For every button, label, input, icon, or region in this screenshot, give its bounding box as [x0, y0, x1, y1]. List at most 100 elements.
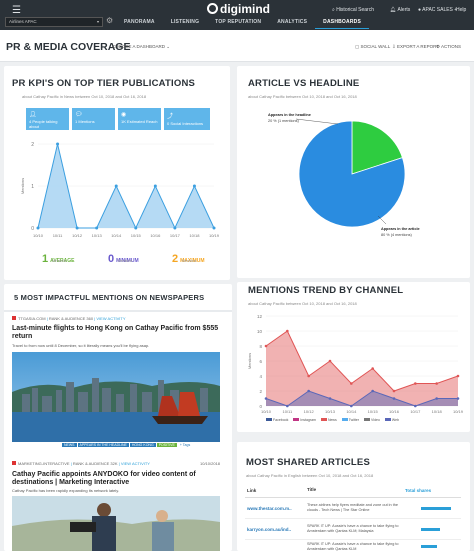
mention-headline[interactable]: Last-minute flights to Hong Kong on Cath…	[12, 325, 219, 340]
most-shared-title: MOST SHARED ARTICLES	[246, 457, 370, 468]
eye-icon: ◉	[121, 112, 127, 118]
pr-kpis-meta: about Cathay Pacific in News between Oct…	[22, 94, 147, 99]
x-tick-label: 10/17	[170, 233, 181, 238]
social-wall-button[interactable]: ▢ SOCIAL WALL	[355, 44, 390, 50]
nav-analytics[interactable]: ANALYTICS	[277, 19, 308, 25]
page-title: PR & MEDIA COVERAGE	[6, 41, 131, 53]
table-row[interactable]: karryon.com.au/ind.. SPARK IT UP: Aussie…	[245, 519, 461, 540]
legend-label: Facebook	[273, 418, 289, 422]
trend-legend: Facebook Instagram News Twitter Video We…	[266, 418, 399, 422]
pie-label-headline-value: 20 % (1 mentions)	[268, 119, 299, 123]
x-tick-label: 10/13	[325, 409, 336, 414]
main-nav: PANORAMA LISTENING TOP REPUTATION ANALYT…	[116, 17, 369, 29]
account-name: Airlines APAC	[9, 19, 37, 24]
data-point	[371, 367, 374, 370]
y-tick-label: 2	[31, 142, 34, 148]
help-link[interactable]: Help	[456, 7, 467, 13]
stat-label: Estimated Reach	[127, 119, 158, 124]
data-point	[286, 404, 289, 408]
table-row[interactable]: www.thestar.com.m.. These airlines help …	[245, 498, 461, 519]
mention-source[interactable]: MARKETING-INTERACTIVE	[18, 461, 70, 466]
most-shared-table: Link Title Total shares www.thestar.com.…	[245, 484, 461, 551]
view-activity-link[interactable]: VIEW ACTIVITY	[96, 316, 126, 321]
row-title: These airlines help flyers meditate and …	[307, 503, 398, 512]
account-selector[interactable]: Airlines APAC ▾	[5, 17, 103, 27]
kpi-maximum-value: 2	[172, 253, 179, 265]
actions-button[interactable]: ⚙ ACTIONS	[436, 44, 461, 50]
mention-headline[interactable]: Cathay Pacific appoints ANYDOKO for vide…	[12, 471, 196, 486]
legend-label: Twitter	[348, 418, 360, 422]
legend-instagram[interactable]: Instagram	[293, 418, 316, 422]
column-link[interactable]: Link	[247, 488, 257, 493]
stat-label: Social Interactions	[170, 121, 204, 126]
choose-dashboard-dropdown[interactable]: CHOOSE A DASHBOARD ⌄	[112, 44, 170, 50]
series-area-news	[266, 331, 458, 406]
row-link[interactable]: www.thestar.com.m..	[247, 505, 292, 511]
column-total-shares[interactable]: Total shares	[405, 488, 432, 493]
stat-value: 1	[75, 119, 78, 124]
tag-positive[interactable]: POSITIVE	[156, 443, 177, 447]
mention-meta: RANK & AUDIENCE 32K	[72, 461, 118, 466]
legend-video[interactable]: Video	[364, 418, 380, 422]
user-menu[interactable]: ● APAC SALES +	[418, 7, 457, 13]
legend-facebook[interactable]: Facebook	[266, 418, 288, 422]
nav-dashboards[interactable]: DASHBOARDS	[315, 17, 369, 29]
data-point	[153, 184, 157, 188]
stat-label: Mentions	[78, 119, 95, 124]
article-vs-headline-meta: about Cathay Pacific between Oct 10, 201…	[248, 94, 357, 99]
export-report-button[interactable]: ⇩ EXPORT A REPORT	[392, 44, 439, 50]
legend-news[interactable]: News	[320, 418, 337, 422]
legend-web[interactable]: Web	[384, 418, 399, 422]
data-point	[173, 226, 177, 230]
y-tick-label: 4	[259, 374, 262, 379]
pr-kpis-card	[4, 66, 230, 280]
alerts-link[interactable]: 🔔︎ Alerts	[390, 7, 410, 13]
data-point	[264, 344, 268, 348]
x-tick-label: 10/15	[131, 233, 142, 238]
tag-news[interactable]: NEWS	[62, 443, 77, 447]
y-tick-label: 2	[259, 389, 262, 394]
kpi-average-value: 1	[42, 253, 49, 265]
pie-label-article: Appears in the article	[381, 227, 420, 231]
row-title: SPARK IT UP: Aussie's have a chance to t…	[307, 524, 399, 533]
shares-bar	[421, 506, 451, 510]
x-tick-label: 10/11	[53, 233, 63, 238]
nav-listening[interactable]: LISTENING	[170, 19, 200, 25]
legend-twitter[interactable]: Twitter	[341, 418, 360, 422]
pie-leader-line	[295, 118, 339, 125]
choose-dashboard-label: CHOOSE A DASHBOARD	[112, 44, 166, 49]
column-title[interactable]: Title	[307, 487, 317, 493]
nav-top-reputation[interactable]: TOP REPUTATION	[215, 19, 262, 25]
nav-panorama[interactable]: PANORAMA	[124, 19, 155, 25]
x-tick-label: 10/10	[261, 409, 272, 414]
shares-bar	[421, 545, 437, 548]
x-tick-label: 10/14	[346, 409, 357, 414]
x-tick-label: 10/12	[72, 233, 83, 238]
menu-icon[interactable]: ☰	[12, 5, 21, 16]
x-tick-label: 10/16	[150, 233, 161, 238]
row-shares	[405, 544, 461, 549]
shares-bar	[421, 527, 440, 531]
actions-label: ACTIONS	[441, 44, 462, 49]
table-row[interactable]: SPARK IT UP: Aussie's have a chance to t…	[245, 540, 461, 551]
mention-source[interactable]: TTGASIA.COM	[18, 316, 46, 321]
historical-search-link[interactable]: ⌕ Historical Search	[332, 7, 374, 13]
stat-people-talking: 👤︎ 4 People talking about	[26, 108, 69, 130]
add-tags-link[interactable]: + Tags	[179, 443, 191, 447]
gear-icon[interactable]: ⚙	[106, 16, 114, 25]
mention-tags: NEWS APPEARS IN THE HEADLINE HONG KONG POSI…	[62, 443, 193, 447]
tag-hong-kong[interactable]: HONG KONG	[129, 443, 156, 447]
kpi-minimum: 0 MINIMUM Mentions	[108, 253, 139, 265]
chevron-down-icon: ⌄	[166, 44, 171, 49]
row-link[interactable]: karryon.com.au/ind..	[247, 526, 292, 532]
view-activity-link[interactable]: VIEW ACTIVITY	[120, 461, 150, 466]
tag-headline[interactable]: APPEARS IN THE HEADLINE	[77, 443, 129, 447]
wall-icon: ▢	[355, 44, 361, 49]
data-point	[435, 397, 438, 400]
mention-snippet: Travel to from now until 8 December, so …	[12, 343, 150, 348]
logo-text: digimind	[220, 2, 270, 16]
data-point	[212, 226, 216, 230]
x-tick-label: 10/18	[432, 409, 443, 414]
people-icon: 👤︎	[29, 112, 37, 118]
user-name: APAC SALES +	[422, 7, 458, 13]
